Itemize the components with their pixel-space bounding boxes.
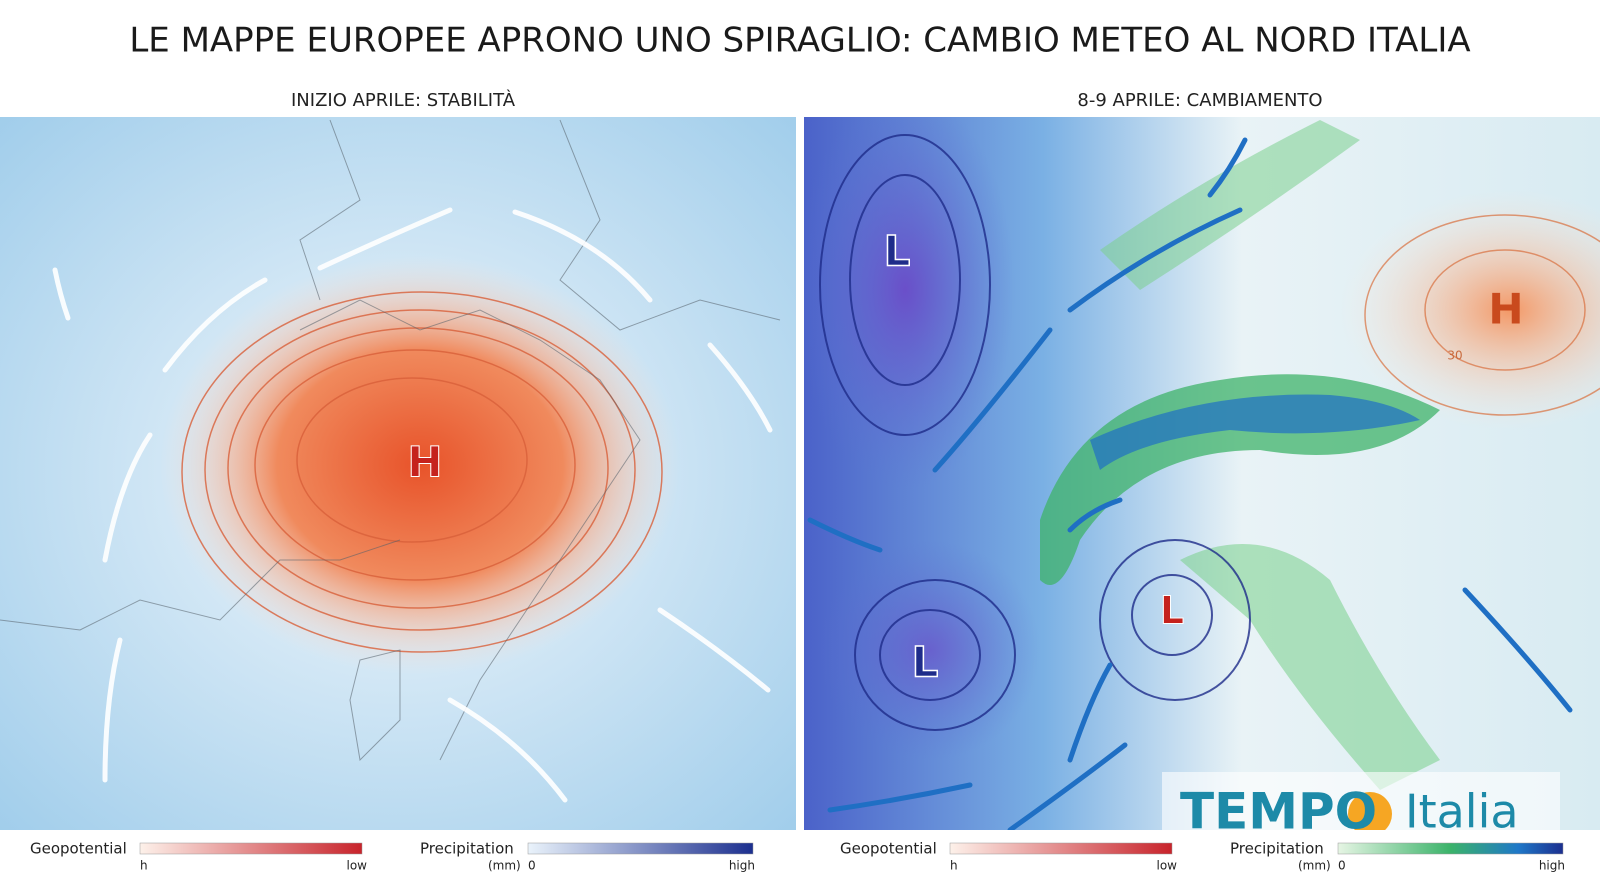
isobars (819, 134, 1251, 731)
legend-unit: (mm) (1298, 859, 1331, 873)
precipitation-core (1090, 394, 1420, 470)
wind-arrows (52, 207, 773, 803)
map-left: H (0, 117, 796, 830)
wind-arrows (807, 137, 1573, 830)
legend-min: 0 (528, 859, 536, 873)
legend-title: Geopotential (840, 840, 937, 858)
legend-bar (949, 842, 1173, 855)
isobars (181, 291, 663, 653)
legend-title: Precipitation (1230, 840, 1324, 858)
logo-sun (1348, 792, 1392, 830)
legend-title: Precipitation (420, 840, 514, 858)
legend-unit: (mm) (488, 859, 521, 873)
legend-max: high (1539, 859, 1565, 873)
isobars (1364, 214, 1600, 416)
high-pressure-area (1340, 190, 1600, 430)
legend-left: Geopotential h low Precipitation (mm) 0 … (30, 840, 755, 873)
high-pressure-area (160, 255, 680, 675)
panel-title: INIZIO APRILE: STABILITÀ (291, 89, 516, 111)
low-pressure-area (804, 117, 1015, 490)
legend-max: low (1157, 859, 1178, 873)
main-title: LE MAPPE EUROPEE APRONO UNO SPIRAGLIO: C… (129, 21, 1470, 61)
precipitation-band (1180, 544, 1440, 790)
legend-min: h (950, 859, 958, 873)
pressure-label: L (1160, 589, 1184, 633)
panel-title: 8-9 APRILE: CAMBIAMENTO (1077, 90, 1322, 111)
legend-min: h (140, 859, 148, 873)
isobar-value: 30 (1447, 349, 1462, 363)
pressure-label: H (407, 438, 442, 487)
legend-title: Geopotential (30, 840, 127, 858)
borders (0, 119, 781, 762)
pressure-label: L (912, 638, 939, 687)
pressure-label: L (884, 227, 911, 276)
legend-bar (139, 842, 363, 855)
legend-right: Geopotential h low Precipitation (mm) 0 … (840, 840, 1565, 873)
pressure-label: H (1488, 285, 1523, 334)
legend-bar (527, 842, 754, 855)
legend-min: 0 (1338, 859, 1346, 873)
legend-max: low (347, 859, 368, 873)
legend-bar (1337, 842, 1564, 855)
map-right: L L L H 30 TEMPO Italia (804, 117, 1600, 841)
legend-max: high (729, 859, 755, 873)
logo-brand: TEMPO (1180, 783, 1377, 841)
logo-suffix: Italia (1405, 785, 1519, 839)
